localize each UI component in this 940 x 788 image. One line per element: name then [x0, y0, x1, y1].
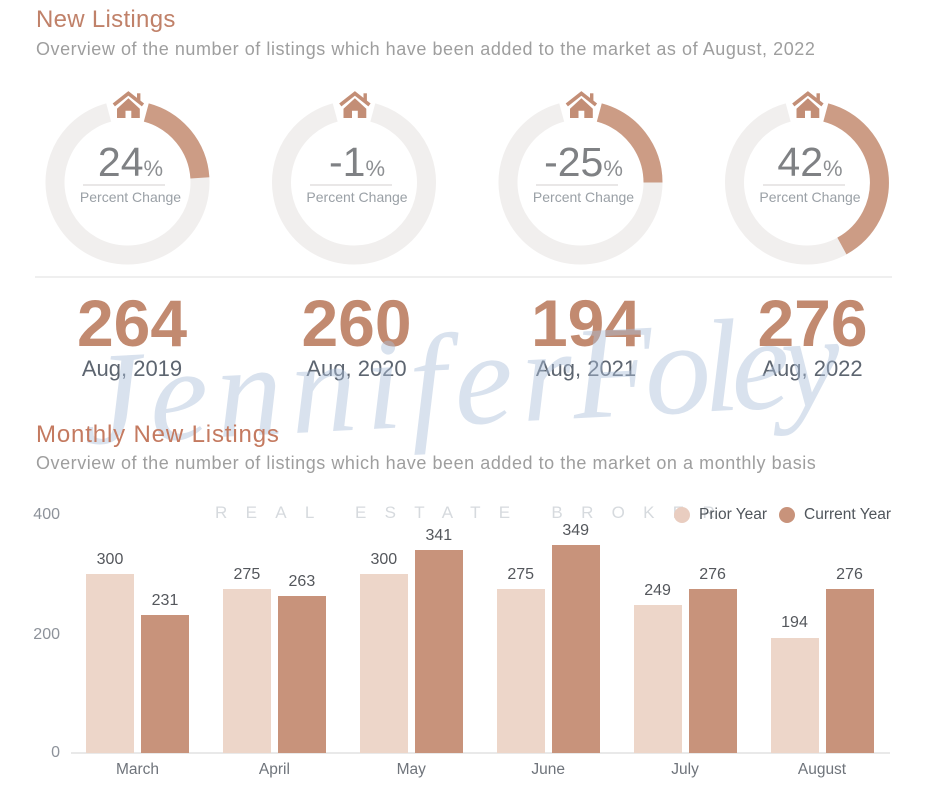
- svg-text:Jennifer: Jennifer: [79, 300, 577, 472]
- svg-text:Foley: Foley: [567, 286, 844, 447]
